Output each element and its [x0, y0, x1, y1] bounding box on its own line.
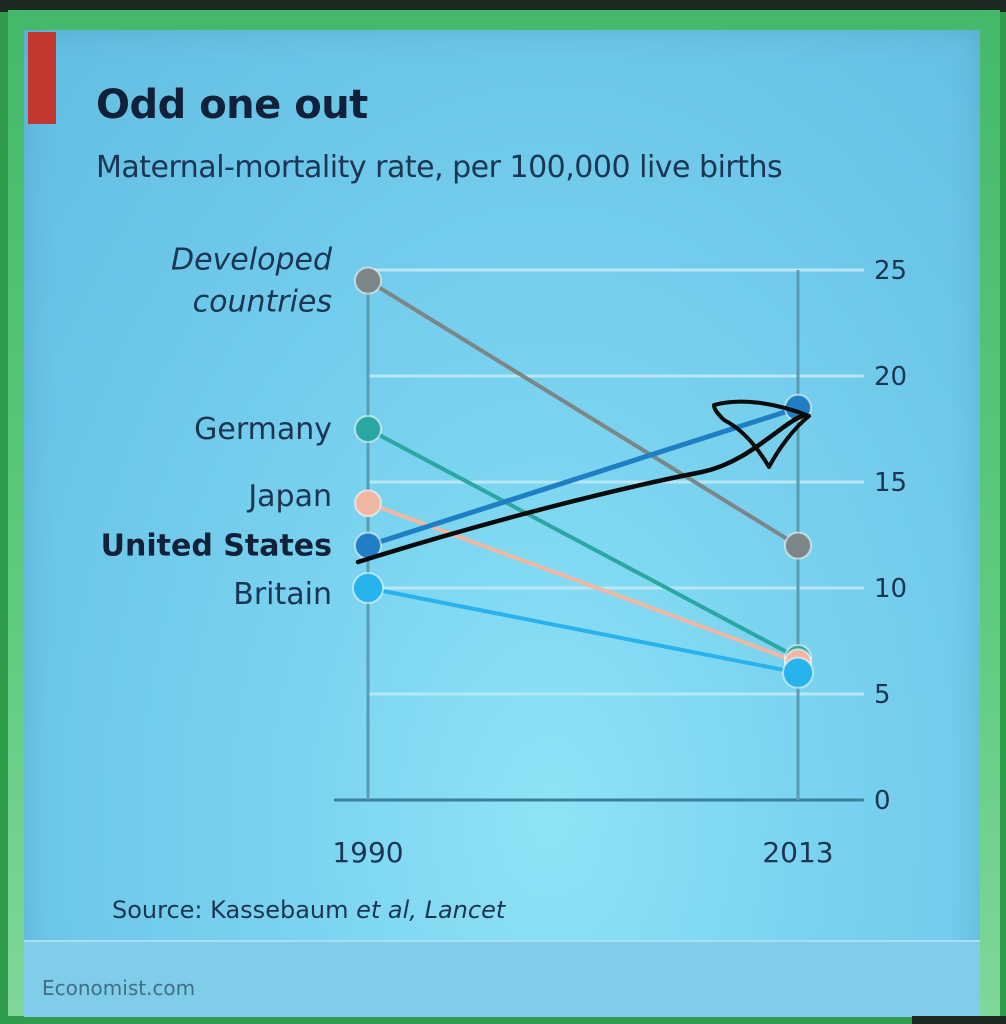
series-label-line: Germany	[194, 412, 332, 447]
y-tick-label-20: 20	[874, 362, 907, 392]
series-line-germany	[366, 427, 800, 660]
series-label-line: Britain	[233, 577, 332, 612]
source-etal: et al,	[356, 896, 417, 924]
y-tick-label-10: 10	[874, 574, 907, 604]
data-point-germany-1990	[354, 415, 382, 443]
y-tick-label-15: 15	[874, 468, 907, 498]
series-label-japan: Japan	[246, 479, 332, 514]
source-note: Source: Kassebaum et al, Lancet	[112, 896, 505, 924]
series-label-britain: Britain	[233, 577, 332, 612]
series-line-developed-countries	[366, 278, 800, 548]
series-label-germany: Germany	[194, 412, 332, 447]
chart-title: Odd one out	[96, 82, 368, 128]
source-label: Source:	[112, 896, 203, 924]
accent-red-tab	[28, 32, 56, 124]
data-point-britain-1990	[352, 572, 384, 604]
y-tick-label-25: 25	[874, 256, 907, 286]
x-tick-label-2013: 2013	[762, 836, 833, 869]
y-tick-label-0: 0	[874, 786, 891, 816]
series-line-britain	[366, 586, 800, 675]
series-label-line: Japan	[246, 479, 332, 514]
y-tick-label-5: 5	[874, 680, 891, 710]
source-journal: Lancet	[424, 896, 506, 924]
series-label-developed-countries: Developed countries	[171, 243, 333, 320]
x-tick-label-1990: 1990	[332, 836, 403, 869]
data-point-developed-countries-1990	[354, 266, 382, 295]
series-label-line: countries	[193, 285, 332, 320]
slope-chart: 0 5 10 15 20 25 1990 2013 Developed countries Ger…	[101, 243, 907, 869]
series-label-line: Developed	[171, 243, 333, 278]
series-line-united-states	[365, 405, 801, 549]
series-label-united-states: United States	[101, 529, 332, 564]
series-line-japan	[366, 501, 800, 665]
chart-card: Odd one out Maternal-mortality rate, per…	[24, 30, 980, 1017]
series-label-line: United States	[101, 529, 332, 564]
bottom-right-shadow	[912, 1016, 1006, 1024]
top-dark-strip	[0, 0, 1006, 12]
source-authors: Kassebaum	[210, 896, 349, 924]
footer-brand: Economist.com	[42, 976, 196, 1000]
hand-drawn-arrow-line	[355, 412, 807, 565]
data-point-britain-2013	[782, 656, 814, 689]
data-point-japan-1990	[354, 489, 382, 518]
data-point-developed-countries-2013	[784, 531, 812, 560]
chart-subtitle: Maternal-mortality rate, per 100,000 liv…	[96, 150, 783, 185]
hand-drawn-arrow-head	[712, 399, 811, 469]
footer-bar: Economist.com	[24, 940, 980, 1017]
